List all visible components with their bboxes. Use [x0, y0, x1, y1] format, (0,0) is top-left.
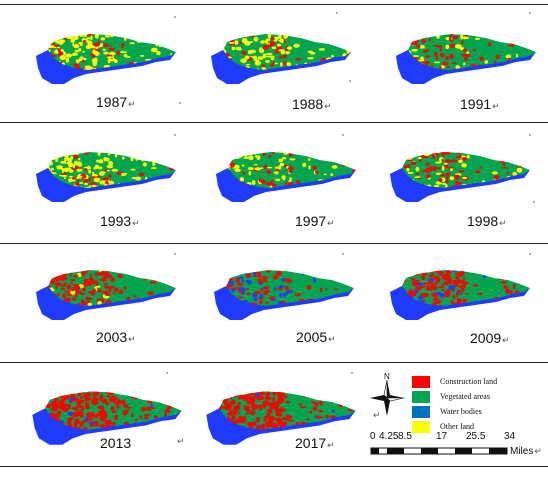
separator-1	[0, 4, 548, 5]
map-panel-2003	[30, 252, 180, 322]
year-label-1997: 1997↵	[295, 213, 335, 229]
legend-swatch	[412, 376, 430, 388]
map-panel-2005	[208, 252, 358, 322]
legend-label: Other land	[440, 422, 474, 431]
scale-tick-label: 8.5	[398, 431, 412, 442]
land-use-map-2003	[36, 270, 176, 320]
separator-5	[0, 466, 548, 467]
map-panel-2013	[26, 372, 186, 447]
year-label-2013: 2013	[100, 435, 132, 451]
map-panel-1998	[384, 134, 534, 204]
year-label-2003: 2003↵	[96, 329, 136, 345]
year-label-1991: 1991↵	[460, 96, 500, 112]
map-panel-1991	[390, 16, 540, 86]
speck	[166, 372, 168, 374]
year-label-1988: 1988↵	[292, 96, 332, 112]
scale-unit-label: Miles↵	[510, 446, 542, 457]
map-panel-1988	[205, 16, 355, 86]
land-use-map-1991	[396, 34, 536, 84]
map-panel-2009	[384, 252, 534, 322]
land-use-map-1988	[211, 34, 351, 84]
legend-swatch	[412, 406, 430, 418]
compass-rose-icon	[370, 380, 404, 416]
separator-2	[0, 122, 548, 123]
land-use-map-1993	[36, 152, 176, 202]
legend-swatch	[412, 421, 430, 433]
scale-tick-label: 25.5	[466, 431, 486, 442]
speck	[174, 134, 176, 136]
speck	[179, 102, 181, 104]
year-label-1993: 1993↵	[100, 213, 140, 229]
speck	[349, 80, 351, 82]
speck	[174, 253, 176, 255]
speck	[342, 134, 344, 136]
speck	[336, 12, 338, 14]
map-panel-1987	[30, 16, 180, 86]
speck	[342, 253, 344, 255]
year-label-2005: 2005↵	[296, 329, 336, 345]
speck	[351, 372, 353, 374]
land-use-map-2009	[390, 270, 530, 320]
legend-label: Vegetated areas	[440, 392, 490, 401]
map-panel-1993	[30, 134, 180, 204]
north-label: N	[384, 372, 390, 381]
land-use-map-2013	[32, 391, 182, 445]
legend-label: Construction land	[440, 377, 498, 386]
speck	[529, 253, 531, 255]
paragraph-mark: ↵	[177, 436, 185, 446]
speck	[174, 16, 176, 18]
scale-tick-label: 17	[436, 431, 448, 442]
speck	[529, 134, 531, 136]
land-use-map-1997	[216, 152, 356, 202]
map-panel-1997	[210, 134, 360, 204]
scale-tick-label: 34	[504, 431, 516, 442]
map-panel-2017	[200, 372, 360, 447]
land-use-map-2005	[214, 270, 354, 320]
scale-tick-label: 4.25	[379, 431, 399, 442]
speck	[529, 12, 531, 14]
scale-bar-graphic	[370, 447, 508, 455]
paragraph-mark: ↵	[373, 410, 381, 420]
scale-tick-label: 0	[370, 431, 376, 442]
separator-3	[0, 243, 548, 244]
land-use-map-1998	[390, 152, 530, 202]
year-label-2017: 2017↵	[295, 435, 335, 451]
land-use-map-1987	[36, 34, 176, 84]
year-label-1987: 1987↵	[96, 94, 136, 110]
land-use-map-2017	[206, 391, 356, 445]
year-label-2009: 2009↵	[470, 330, 510, 346]
speck	[533, 201, 535, 203]
year-label-1998: 1998↵	[467, 213, 507, 229]
legend-label: Water bodies	[440, 407, 482, 416]
legend-swatch	[412, 391, 430, 403]
separator-4	[0, 362, 548, 363]
